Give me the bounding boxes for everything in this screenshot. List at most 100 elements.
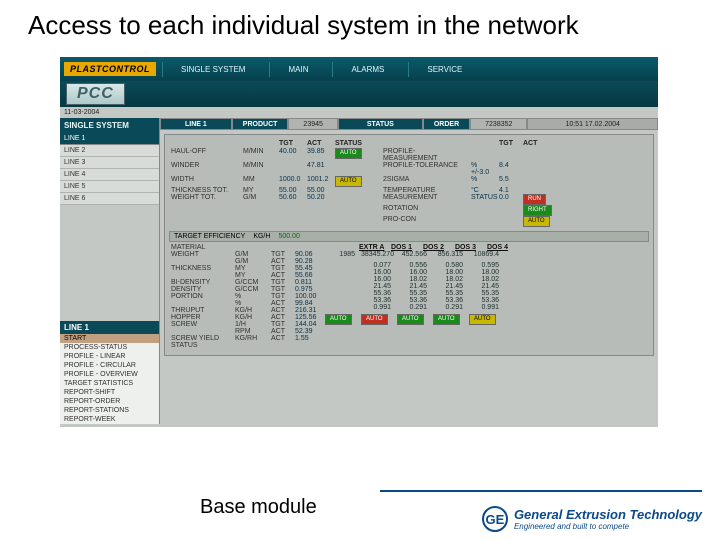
sidebar2-item[interactable]: PROCESS-STATUS [60,343,159,352]
brand-logo: PLASTCONTROL [64,62,156,76]
table-row: SCREW1/HTGT144.04 [169,321,323,328]
sub-nav: PCC [60,81,658,107]
col-header [325,244,359,251]
status-bar: LINE 1 PRODUCT 23945 STATUS ORDER 723835… [160,118,658,130]
status-badge: AUTO [523,216,550,227]
sidebar-line-item[interactable]: LINE 5 [60,181,159,193]
table-row: DENSITYG/CCMTGT0.975 [169,286,323,293]
table-row: WIDTHMM1000.01001.2AUTO2SIGMA%5.5 [169,176,649,187]
col-header: DOS 4 [487,244,519,251]
table-row: PORTION%TGT100.00 [169,293,323,300]
sidebar2-item-selected[interactable]: START [60,334,159,343]
main-panel: LINE 1 PRODUCT 23945 STATUS ORDER 723835… [160,118,658,424]
sidebar2-item[interactable]: PROFILE - LINEAR [60,352,159,361]
sidebar: SINGLE SYSTEM LINE 1 LINE 2LINE 3LINE 4L… [60,118,160,424]
table-row: PRO-CONAUTO [169,216,649,227]
col-header: DOS 2 [423,244,455,251]
table-row: HOPPERKG/HACT125.56 [169,314,323,321]
col-header [365,139,381,148]
slide-caption: Base module [200,496,317,519]
col-header: STATUS [333,139,365,148]
slide-title: Access to each individual system in the … [0,0,720,45]
extruder-table: MATERIALWEIGHTG/MTGT90.06G/MACT90.28THIC… [169,244,323,349]
col-header: DOS 1 [391,244,423,251]
table-row: WEIGHT TOT.G/M50.6050.20MEASUREMENTSTATU… [169,194,649,205]
table-row: G/MACT90.28 [169,258,323,265]
sidebar2-item[interactable]: PROFILE - CIRCULAR [60,361,159,370]
sidebar2-box: START PROCESS-STATUSPROFILE - LINEARPROF… [60,334,159,424]
footer-logo: GE General Extrusion Technology Engineer… [482,506,702,532]
logo-icon: GE [482,506,508,532]
pcc-badge: PCC [66,83,125,105]
col-header [469,139,497,148]
logo-sub: Engineered and built to compete [514,522,702,531]
status-badge: AUTO [433,314,460,325]
target-efficiency-row: TARGET EFFICIENCY KG/H 500.00 [169,231,649,242]
sb-order-val: 7238352 [470,118,527,130]
table-row: WEIGHTG/MTGT90.06 [169,251,323,258]
table-row: STATUS [169,342,323,349]
tgt-label: TARGET EFFICIENCY [174,233,245,240]
sb-product-val: 23945 [288,118,337,130]
dos-table: EXTR ADOS 1DOS 2DOS 3DOS 4 198538345.270… [325,244,649,349]
nav-main[interactable]: MAIN [269,62,326,77]
status-badge: RIGHT [523,205,552,216]
table-row: HAUL-OFFM/MIN40.0039.85AUTOPROFILE-MEASU… [169,148,649,162]
col-header: EXTR A [359,244,391,251]
table-row: THICKNESSMYTGT55.45 [169,265,323,272]
sidebar2-header: LINE 1 [60,321,159,334]
col-header: DOS 3 [455,244,487,251]
sidebar-header: SINGLE SYSTEM [60,118,159,133]
tgt-val: 500.00 [278,233,299,240]
col-header: TGT [277,139,305,148]
sidebar-line-item[interactable]: LINE 6 [60,193,159,205]
sidebar2-item[interactable]: REPORT-WEEK [60,415,159,424]
table-row: %ACT99.84 [169,300,323,307]
col-header [169,139,241,148]
sb-product-lbl: PRODUCT [232,118,289,130]
sidebar-line-item[interactable]: LINE 4 [60,169,159,181]
status-badge: AUTO [469,314,496,325]
table-row: WINDERM/MIN47.81PROFILE-TOLERANCE% +/-3.… [169,162,649,176]
sidebar-line-item[interactable]: LINE 3 [60,157,159,169]
table-row: THRUPUTKG/HACT216.31 [169,307,323,314]
table-row: BI-DENSITYG/CCMTGT0.811 [169,279,323,286]
sidebar2-item[interactable]: REPORT-SHIFT [60,388,159,397]
sb-time: 10:51 17.02.2004 [527,118,658,130]
overview-panel: TGTACTSTATUSTGTACT HAUL-OFFM/MIN40.0039.… [164,134,654,356]
table-row: SCREW YIELDKG/RHACT1.55 [169,335,323,342]
col-header [381,139,469,148]
nav-single-system[interactable]: SINGLE SYSTEM [162,62,263,77]
table-row: THICKNESS TOT.MY55.0055.00TEMPERATURE°C4… [169,187,649,194]
col-header: TGT [497,139,521,148]
sb-order-lbl: ORDER [423,118,470,130]
sb-status-lbl: STATUS [338,118,423,130]
sidebar2-item[interactable]: PROFILE - OVERVIEW [60,370,159,379]
col-header [241,139,277,148]
nav-alarms[interactable]: ALARMS [332,62,402,77]
logo-name: General Extrusion Technology [514,507,702,522]
nav-service[interactable]: SERVICE [408,62,480,77]
status-badge: RUN [523,194,546,205]
sidebar2-item[interactable]: TARGET STATISTICS [60,379,159,388]
table-row: MYACT55.66 [169,272,323,279]
table-row: ROTATIONRIGHT [169,205,649,216]
table-row: MATERIAL [169,244,323,251]
table-row: RPMACT52.39 [169,328,323,335]
status-badge: AUTO [397,314,424,325]
status-badge: AUTO [325,314,352,325]
col-header: ACT [305,139,333,148]
sidebar-line-selected[interactable]: LINE 1 [60,133,159,145]
sidebar2-item[interactable]: REPORT-STATIONS [60,406,159,415]
top-nav: PLASTCONTROL SINGLE SYSTEM MAIN ALARMS S… [60,57,658,81]
col-header: ACT [521,139,547,148]
status-badge: AUTO [335,148,362,159]
status-badge: AUTO [335,176,362,187]
footer-rule [380,490,702,492]
sidebar2-item[interactable]: REPORT-ORDER [60,397,159,406]
status-badge: AUTO [361,314,388,325]
tgt-unit: KG/H [253,233,270,240]
sidebar-line-item[interactable]: LINE 2 [60,145,159,157]
app-window: PLASTCONTROL SINGLE SYSTEM MAIN ALARMS S… [60,57,658,427]
sb-line: LINE 1 [160,118,232,130]
